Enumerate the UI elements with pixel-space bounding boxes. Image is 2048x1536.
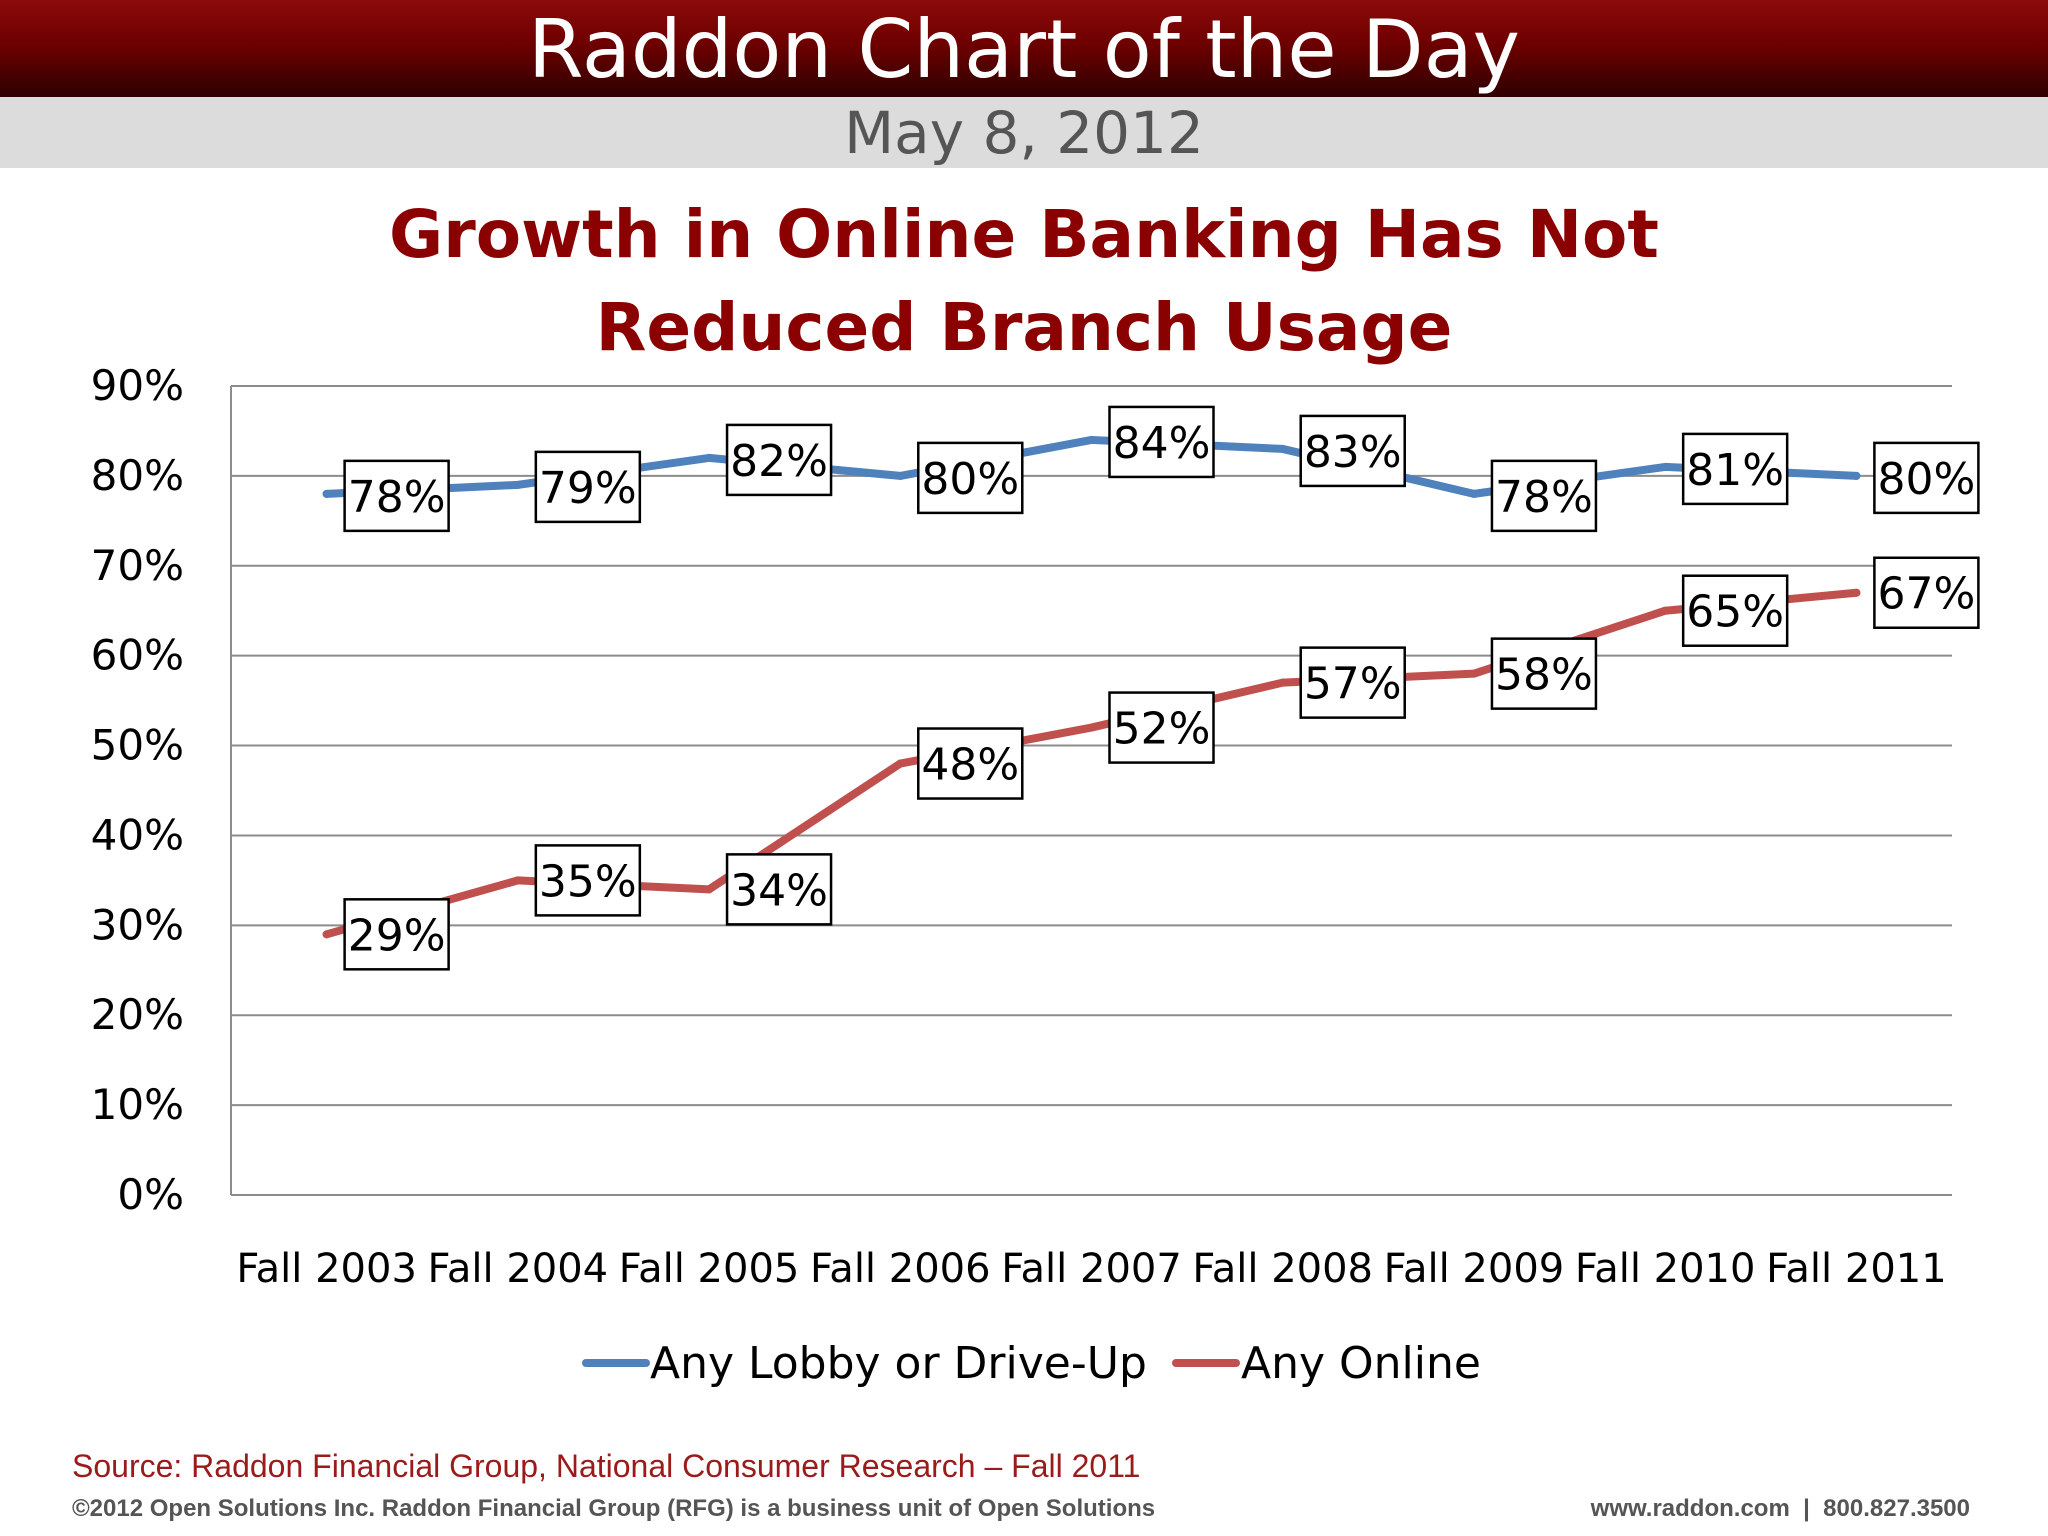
data-point	[705, 885, 714, 894]
y-tick-label: 50%	[91, 721, 184, 770]
data-point	[1661, 606, 1670, 615]
legend-label: Any Lobby or Drive-Up	[650, 1338, 1147, 1389]
chart-title-line-2: Reduced Branch Usage	[595, 289, 1453, 366]
page-title: Raddon Chart of the Day	[528, 3, 1520, 96]
x-tick-label: Fall 2011	[1766, 1246, 1947, 1292]
x-tick-label: Fall 2004	[428, 1246, 609, 1292]
data-point	[1852, 471, 1861, 480]
data-label: 29%	[348, 910, 446, 961]
data-label-box	[1108, 405, 1215, 479]
data-point	[896, 759, 905, 768]
y-tick-label: 80%	[91, 451, 184, 500]
data-point	[1278, 678, 1287, 687]
data-label: 35%	[539, 856, 637, 907]
data-point	[1469, 669, 1478, 678]
data-label: 65%	[1686, 587, 1784, 638]
page-date: May 8, 2012	[844, 99, 1204, 167]
x-tick-label: Fall 2003	[236, 1246, 417, 1292]
data-label: 78%	[348, 472, 446, 523]
data-label-box	[725, 853, 833, 926]
contact-info: www.raddon.com | 800.827.3500	[1590, 1495, 1970, 1522]
data-label-box	[725, 423, 833, 497]
copyright-note: ©2012 Open Solutions Inc. Raddon Financi…	[72, 1495, 1156, 1522]
data-point	[1661, 462, 1670, 471]
data-point	[705, 453, 714, 462]
data-label: 52%	[1113, 704, 1211, 755]
data-point	[1852, 588, 1861, 597]
x-tick-label: Fall 2010	[1575, 1246, 1756, 1292]
data-label: 83%	[1304, 427, 1402, 478]
line-chart: 0%10%20%30%40%50%60%70%80%90%Fall 2003 Fa…	[91, 361, 1980, 1389]
data-point	[1087, 435, 1096, 444]
data-label-box	[1490, 459, 1598, 533]
x-tick-label: Fall 2006	[810, 1246, 991, 1292]
data-label: 34%	[730, 865, 828, 916]
data-label-box	[1108, 691, 1215, 764]
data-label-box	[1299, 414, 1406, 488]
data-label: 84%	[1113, 418, 1211, 469]
data-label-box	[1873, 556, 1980, 629]
data-label-box	[1299, 646, 1406, 719]
y-tick-label: 70%	[91, 541, 184, 590]
data-label-box	[917, 727, 1024, 800]
y-tick-label: 30%	[91, 900, 184, 949]
data-label: 58%	[1495, 650, 1593, 701]
data-label-box	[1873, 441, 1980, 515]
data-label-box	[343, 898, 450, 971]
data-label: 82%	[730, 436, 828, 487]
data-point	[513, 480, 522, 489]
data-label-box	[534, 450, 642, 524]
data-point	[1469, 489, 1478, 498]
data-label: 57%	[1304, 659, 1402, 710]
data-label-box	[343, 459, 450, 533]
y-tick-label: 40%	[91, 810, 184, 859]
data-label: 78%	[1495, 472, 1593, 523]
y-tick-label: 60%	[91, 631, 184, 680]
data-label: 80%	[1877, 454, 1975, 505]
data-point	[896, 471, 905, 480]
data-point	[322, 489, 331, 498]
data-label-box	[1681, 574, 1789, 647]
data-label: 81%	[1686, 445, 1784, 496]
data-point	[513, 876, 522, 885]
data-label: 67%	[1877, 569, 1975, 620]
data-label-box	[917, 441, 1024, 515]
y-tick-label: 10%	[91, 1080, 184, 1129]
source-note: Source: Raddon Financial Group, National…	[72, 1448, 1141, 1484]
x-tick-label: Fall 2005	[619, 1246, 800, 1292]
data-label: 80%	[921, 454, 1019, 505]
data-label-box	[1490, 637, 1598, 710]
data-point	[1278, 444, 1287, 453]
x-tick-label: Fall 2008	[1192, 1246, 1373, 1292]
chart-title: Growth in Online Banking Has Not Reduced…	[0, 188, 2048, 374]
y-tick-label: 20%	[91, 990, 184, 1039]
data-label-box	[1681, 432, 1789, 506]
data-point	[322, 930, 331, 939]
x-tick-label: Fall 2009	[1384, 1246, 1565, 1292]
y-tick-label: 90%	[91, 361, 184, 410]
header-banner: Raddon Chart of the Day	[0, 0, 2048, 97]
data-point	[1087, 723, 1096, 732]
y-tick-label: 0%	[117, 1170, 184, 1219]
data-label: 79%	[539, 463, 637, 514]
x-tick-label: Fall 2007	[1001, 1246, 1182, 1292]
data-label: 48%	[921, 740, 1019, 791]
legend-label: Any Online	[1241, 1338, 1481, 1389]
data-label-box	[534, 844, 642, 917]
date-band: May 8, 2012	[0, 97, 2048, 168]
chart-title-line-1: Growth in Online Banking Has Not	[389, 196, 1659, 273]
